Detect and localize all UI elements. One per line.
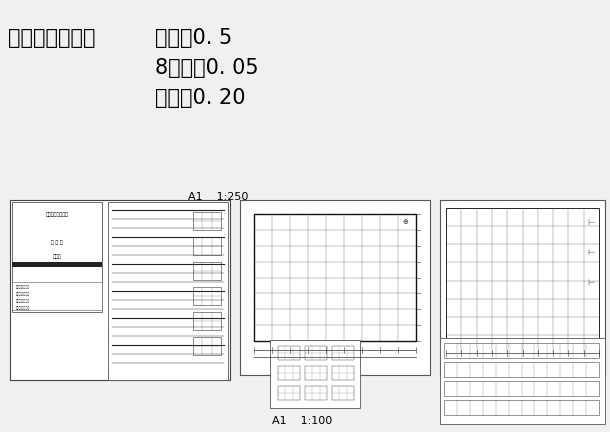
Bar	[240, 200, 430, 375]
Text: 8号色为0. 05: 8号色为0. 05	[155, 58, 259, 78]
Bar	[193, 287, 221, 305]
Bar	[193, 212, 221, 230]
Bar	[278, 346, 300, 360]
Bar	[305, 366, 327, 380]
Bar	[254, 214, 416, 341]
Bar	[193, 262, 221, 280]
Bar	[278, 366, 300, 380]
Text: 某某某建筑设计院: 某某某建筑设计院	[46, 212, 68, 217]
Text: 第二图: 第二图	[52, 254, 62, 259]
Text: A1    1:250: A1 1:250	[188, 192, 248, 202]
Text: 某某某某某某某某: 某某某某某某某某	[16, 292, 30, 296]
Bar	[305, 386, 327, 400]
Bar	[278, 386, 300, 400]
Bar	[444, 343, 599, 358]
Text: 其余为0. 20: 其余为0. 20	[155, 88, 245, 108]
Bar	[193, 312, 221, 330]
Bar	[444, 362, 599, 377]
Bar	[270, 340, 360, 408]
Bar	[254, 214, 416, 341]
Bar	[10, 200, 230, 380]
Bar	[332, 346, 354, 360]
Text: 某某某某某某某某: 某某某某某某某某	[16, 306, 30, 310]
Bar	[446, 208, 599, 353]
Bar	[193, 237, 221, 255]
Bar	[440, 338, 605, 424]
Text: 红色为0. 5: 红色为0. 5	[155, 28, 232, 48]
Bar	[444, 381, 599, 396]
Text: A1    1:100: A1 1:100	[272, 416, 332, 426]
Bar	[12, 282, 102, 310]
Text: ⊢: ⊢	[587, 218, 594, 227]
Text: ⊕: ⊕	[402, 219, 408, 225]
Text: ⊢: ⊢	[587, 248, 594, 257]
Text: 某某某某某某某某: 某某某某某某某某	[16, 299, 30, 303]
Bar	[108, 202, 228, 380]
Text: 打印线型设置：: 打印线型设置：	[8, 28, 96, 48]
Bar	[12, 262, 102, 267]
Text: ⊢: ⊢	[587, 278, 594, 287]
Bar	[444, 400, 599, 415]
Bar	[332, 386, 354, 400]
Text: 某某某某某某某某: 某某某某某某某某	[16, 285, 30, 289]
Bar	[193, 337, 221, 355]
Bar	[332, 366, 354, 380]
Bar	[440, 200, 605, 375]
Bar	[12, 202, 102, 312]
Bar	[305, 346, 327, 360]
Text: 钢 架 心: 钢 架 心	[51, 240, 63, 245]
